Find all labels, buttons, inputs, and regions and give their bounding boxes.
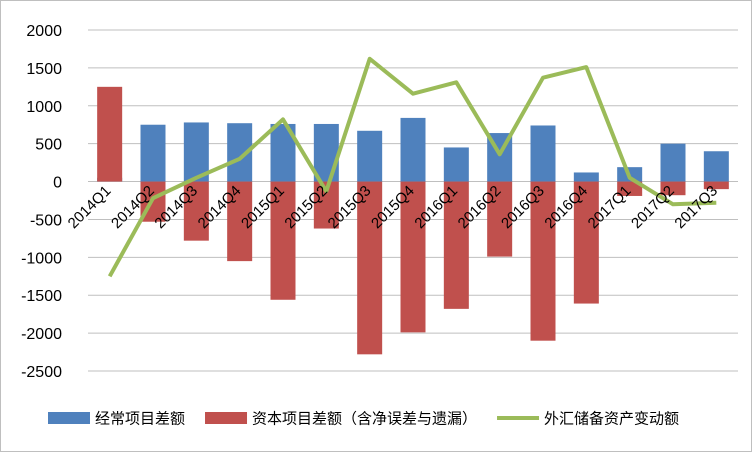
bar-series0-2014Q2 [140,124,166,182]
bar-series0-2016Q1 [443,147,469,182]
bar-series1-2017Q2 [660,181,686,196]
bar-series1-2016Q3 [530,181,556,341]
y-axis-ticks: 2000 1500 1000 500 0 -500 -1000 -1500 -2000 -2500 [21,23,62,381]
legend-label-2: 外汇储备资产变动额 [544,410,679,428]
bar-series0-2014Q3 [183,122,209,182]
line-series [107,56,717,278]
bar-series1-2016Q1 [443,181,469,309]
bar-series0-2017Q2 [660,143,686,182]
bar-series1-2015Q3 [357,181,383,355]
bar-series0-2015Q2 [313,123,339,182]
y-tick-label-4: 0 [53,175,62,192]
y-tick-label-3: 500 [35,137,62,154]
legend-label-1: 资本项目差额（含净误差与遗漏） [252,410,477,428]
y-tick-label-0: 2000 [26,23,62,40]
y-tick-label-6: -1000 [21,250,62,267]
bar-series0-2016Q3 [530,125,556,182]
bar-series0-2015Q4 [400,117,426,182]
bar-series1-2017Q1 [617,181,643,196]
legend-swatch-1 [205,412,248,424]
bar-series1-2014Q3 [183,181,209,241]
bar-series0-2016Q4 [573,172,599,182]
bar-series1-2015Q4 [400,181,426,333]
y-tick-label-5: -500 [30,212,62,229]
bar-series1-2016Q4 [573,181,599,304]
bar-series0-2015Q3 [357,130,383,182]
y-tick-label-1: 1500 [26,61,62,78]
bar-series1-2016Q2 [487,181,513,257]
bar-series1-2014Q1 [97,86,123,182]
bars [97,86,729,355]
y-tick-label-2: 1000 [26,99,62,116]
y-tick-label-9: -2500 [21,364,62,381]
y-tick-label-8: -2000 [21,326,62,343]
bar-series0-2017Q3 [703,151,729,182]
legend-label-0: 经常项目差额 [95,410,185,428]
legend-swatch-0 [48,412,90,424]
bar-series1-2015Q1 [270,181,296,300]
gridlines [88,29,738,372]
bar-series1-2014Q4 [227,181,253,262]
bar-series1-2017Q3 [703,181,729,190]
legend: 经常项目差额 资本项目差额（含净误差与遗漏） 外汇储备资产变动额 [48,410,679,428]
y-tick-label-7: -1500 [21,288,62,305]
